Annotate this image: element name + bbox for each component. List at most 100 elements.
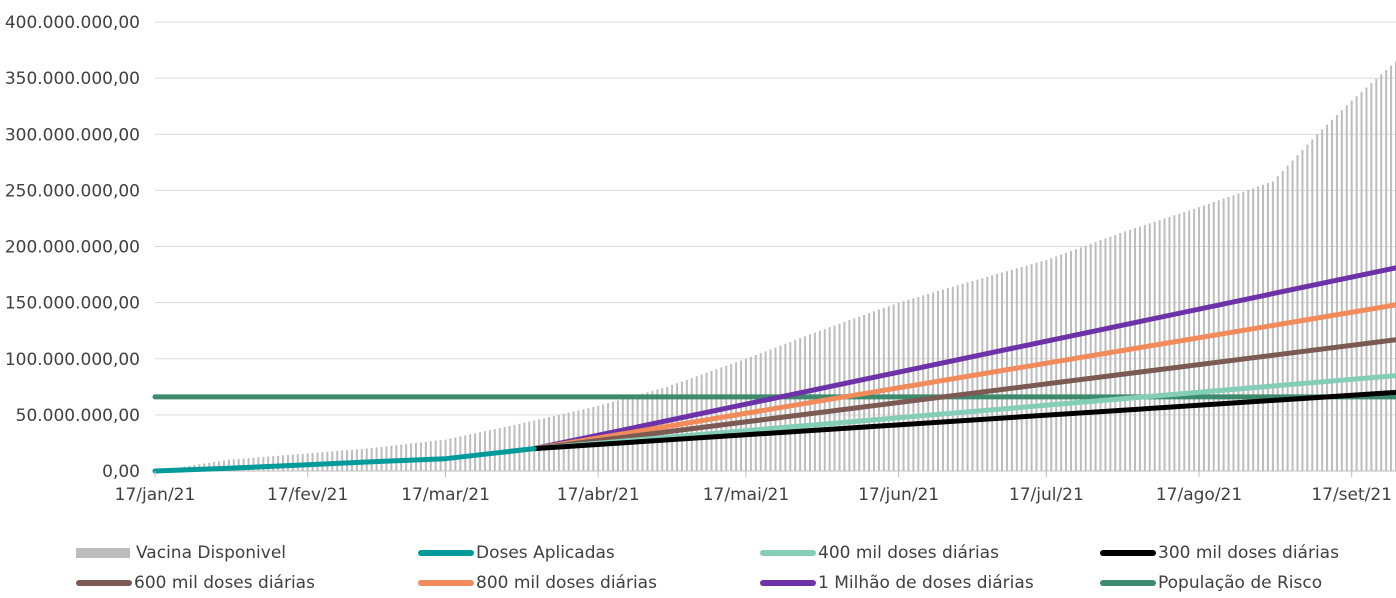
y-axis-ticks: 0,00 50.000.000,00 100.000.000,00 150.000.0… bbox=[5, 13, 140, 482]
bar-vacina-disponivel bbox=[1335, 115, 1338, 471]
bar-vacina-disponivel bbox=[390, 445, 393, 471]
y-tick-label: 200.000.000,00 bbox=[5, 238, 140, 258]
bar-vacina-disponivel bbox=[282, 455, 285, 471]
bar-vacina-disponivel bbox=[424, 441, 427, 471]
bar-vacina-disponivel bbox=[449, 438, 452, 471]
legend-row-2: 600 mil doses diárias 800 mil doses diár… bbox=[76, 568, 1376, 598]
bar-vacina-disponivel bbox=[316, 452, 319, 471]
y-tick-label: 350.000.000,00 bbox=[5, 69, 140, 89]
bar-vacina-disponivel bbox=[272, 456, 275, 471]
bar-vacina-disponivel bbox=[405, 444, 408, 471]
chart: 0,00 50.000.000,00 100.000.000,00 150.000.0… bbox=[5, 13, 1396, 505]
legend-swatch-600-mil bbox=[76, 580, 132, 586]
bar-vacina-disponivel bbox=[267, 456, 270, 471]
x-tick-label: 17/set/21 bbox=[1311, 485, 1392, 505]
line-300-mil-doses-diarias bbox=[531, 389, 1396, 452]
legend-swatch-800-mil bbox=[418, 580, 474, 586]
legend-label: Vacina Disponivel bbox=[136, 543, 286, 563]
legend-label: População de Risco bbox=[1158, 573, 1323, 593]
x-tick-label: 17/abr/21 bbox=[557, 485, 640, 505]
legend-item-800-mil: 800 mil doses diárias bbox=[418, 568, 657, 598]
legend-swatch-populacao-de-risco bbox=[1100, 580, 1156, 586]
x-tick-label: 17/jul/21 bbox=[1009, 485, 1084, 505]
bar-vacina-disponivel bbox=[1360, 91, 1363, 471]
y-tick-label: 400.000.000,00 bbox=[5, 13, 140, 33]
bar-vacina-disponivel bbox=[419, 442, 422, 471]
x-tick-label: 17/jun/21 bbox=[858, 485, 939, 505]
y-tick-label: 100.000.000,00 bbox=[5, 350, 140, 370]
bar-vacina-disponivel bbox=[277, 455, 280, 471]
bar-vacina-disponivel bbox=[1291, 160, 1294, 472]
grid bbox=[155, 21, 1396, 472]
bar-vacina-disponivel bbox=[306, 453, 309, 471]
bar-vacina-disponivel bbox=[1345, 105, 1348, 471]
bar-vacina-disponivel bbox=[1286, 165, 1289, 471]
bar-vacina-disponivel bbox=[1281, 170, 1284, 471]
legend-item-vacina-disponivel: Vacina Disponivel bbox=[76, 538, 286, 568]
x-tick-label: 17/fev/21 bbox=[267, 485, 348, 505]
bar-vacina-disponivel bbox=[1340, 110, 1343, 472]
bar-vacina-disponivel bbox=[252, 457, 255, 471]
bar-vacina-disponivel bbox=[321, 452, 324, 471]
bar-vacina-disponivel bbox=[518, 423, 521, 471]
bar-vacina-disponivel bbox=[1316, 134, 1319, 471]
line-doses-aplicadas bbox=[152, 446, 537, 474]
legend-swatch-300-mil bbox=[1100, 550, 1156, 556]
bar-vacina-disponivel bbox=[479, 432, 482, 471]
y-tick-label: 300.000.000,00 bbox=[5, 125, 140, 145]
bar-vacina-disponivel bbox=[508, 425, 511, 471]
bar-vacina-disponivel bbox=[1330, 119, 1333, 471]
bar-vacina-disponivel bbox=[415, 442, 418, 471]
bar-vacina-disponivel bbox=[286, 454, 289, 471]
bar-vacina-disponivel bbox=[1370, 83, 1373, 471]
bar-vacina-disponivel bbox=[291, 454, 294, 471]
legend-swatch-doses-aplicadas bbox=[418, 550, 474, 556]
bar-vacina-disponivel bbox=[474, 433, 477, 471]
bar-vacina-disponivel bbox=[222, 460, 225, 471]
legend-item-300-mil: 300 mil doses diárias bbox=[1100, 538, 1339, 568]
bar-vacina-disponivel bbox=[523, 422, 526, 471]
bar-vacina-disponivel bbox=[400, 444, 403, 471]
bar-vacina-disponivel bbox=[1301, 149, 1304, 471]
legend-label: 600 mil doses diárias bbox=[134, 573, 315, 593]
bar-vacina-disponivel bbox=[1311, 139, 1314, 471]
bar-vacina-disponivel bbox=[1296, 155, 1299, 471]
x-axis-ticks: 17/jan/21 17/fev/21 17/mar/21 17/abr/21 17/m… bbox=[115, 471, 1392, 505]
bar-vacina-disponivel bbox=[385, 446, 388, 471]
line-400-mil-doses-diarias bbox=[531, 373, 1396, 452]
line-600-mil-doses-diarias bbox=[531, 337, 1396, 452]
bar-vacina-disponivel bbox=[434, 440, 437, 471]
x-tick-label: 17/mai/21 bbox=[703, 485, 789, 505]
legend-swatch-400-mil bbox=[760, 550, 816, 556]
bar-vacina-disponivel bbox=[493, 429, 496, 471]
line-800-mil-doses-diarias bbox=[531, 302, 1396, 452]
bar-vacina-disponivel bbox=[1306, 144, 1309, 471]
bar-vacina-disponivel bbox=[503, 426, 506, 471]
bar-vacina-disponivel bbox=[257, 457, 260, 471]
y-tick-label: 50.000.000,00 bbox=[16, 406, 140, 426]
y-tick-label: 0,00 bbox=[102, 462, 140, 482]
bar-vacina-disponivel bbox=[483, 431, 486, 471]
bar-vacina-disponivel bbox=[533, 420, 536, 471]
legend-item-populacao-de-risco: População de Risco bbox=[1100, 568, 1322, 598]
legend-item-400-mil: 400 mil doses diárias bbox=[760, 538, 999, 568]
bar-vacina-disponivel bbox=[454, 437, 457, 471]
bar-vacina-disponivel bbox=[1350, 100, 1353, 471]
bar-vacina-disponivel bbox=[296, 454, 299, 471]
bar-vacina-disponivel bbox=[301, 453, 304, 471]
y-tick-label: 150.000.000,00 bbox=[5, 294, 140, 314]
bar-vacina-disponivel bbox=[469, 434, 472, 471]
bar-vacina-disponivel bbox=[429, 441, 432, 471]
bar-vacina-disponivel bbox=[1321, 129, 1324, 472]
y-tick-label: 250.000.000,00 bbox=[5, 181, 140, 201]
legend: Vacina Disponivel Doses Aplicadas 400 mi… bbox=[76, 538, 1376, 598]
bar-vacina-disponivel bbox=[237, 458, 240, 471]
bar-vacina-disponivel bbox=[1375, 78, 1378, 472]
bar-vacina-disponivel bbox=[439, 440, 442, 471]
bar-vacina-disponivel bbox=[242, 458, 245, 471]
x-tick-label: 17/ago/21 bbox=[1156, 485, 1242, 505]
x-tick-label: 17/mar/21 bbox=[401, 485, 490, 505]
bar-vacina-disponivel bbox=[232, 459, 235, 471]
bar-vacina-disponivel bbox=[513, 424, 516, 471]
bar-vacina-disponivel bbox=[1326, 124, 1329, 471]
